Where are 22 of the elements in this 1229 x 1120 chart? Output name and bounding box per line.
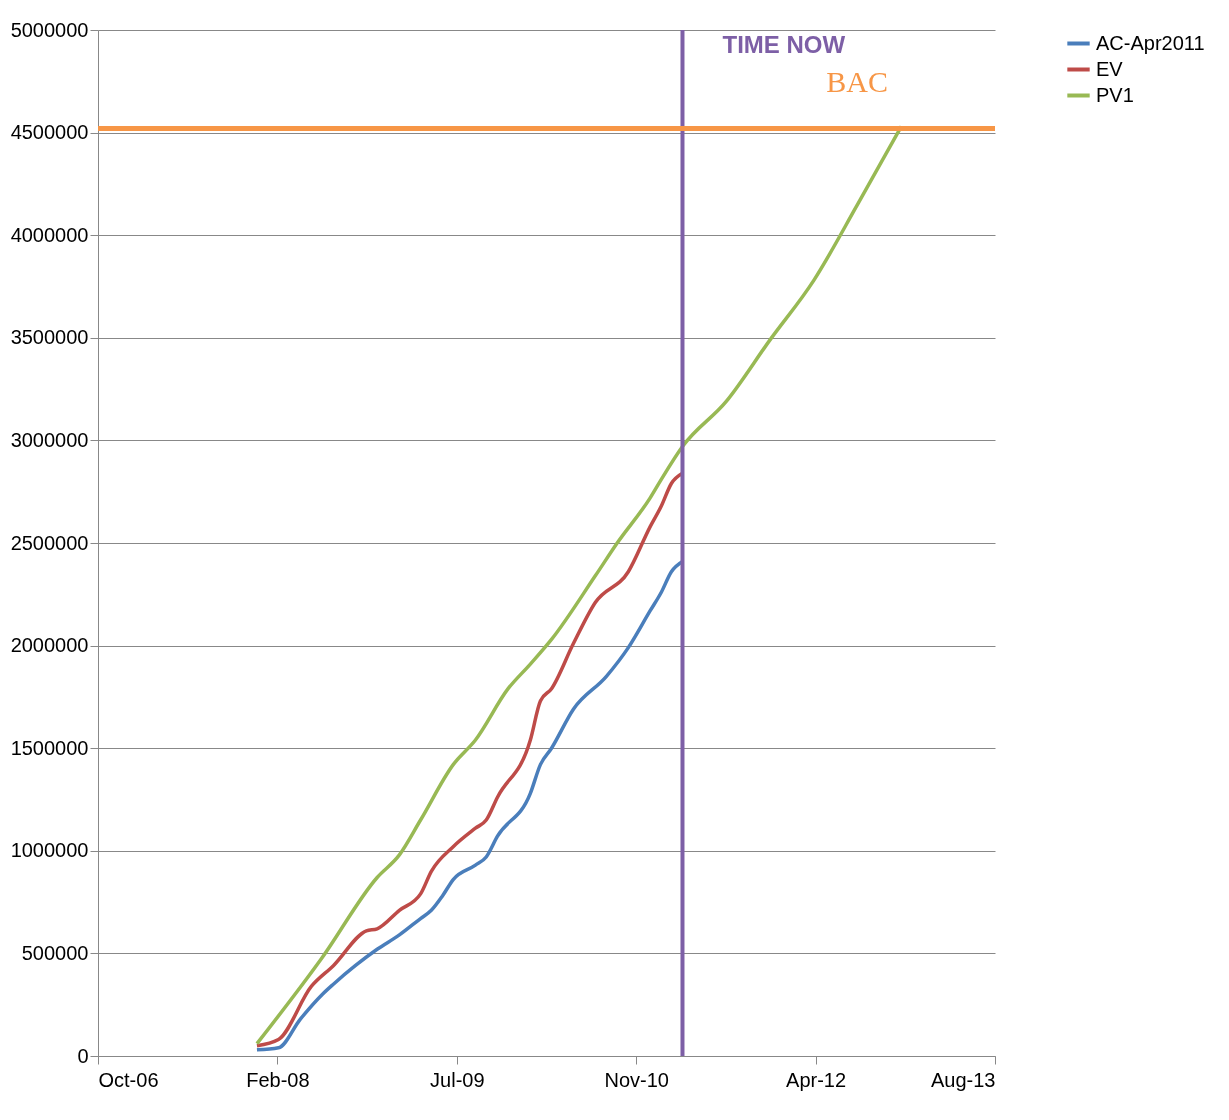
x-tick-label: Oct-06 bbox=[98, 1068, 159, 1091]
x-tick-label: Jul-09 bbox=[430, 1068, 485, 1091]
legend-label: AC-Apr2011 bbox=[1096, 31, 1205, 54]
ref-line-label: TIME NOW bbox=[722, 31, 846, 58]
x-tick-label: Apr-12 bbox=[786, 1068, 847, 1091]
y-tick-label: 3500000 bbox=[10, 326, 89, 349]
legend-label: PV1 bbox=[1096, 83, 1134, 106]
y-tick-label: 4000000 bbox=[10, 223, 89, 246]
y-tick-label: 1500000 bbox=[10, 736, 89, 759]
y-tick-label: 5000000 bbox=[10, 18, 89, 41]
y-tick-label: 2500000 bbox=[10, 531, 89, 554]
legend-label: EV bbox=[1096, 57, 1124, 80]
y-tick-label: 500000 bbox=[21, 941, 89, 964]
y-tick-label: 1000000 bbox=[10, 839, 89, 862]
y-tick-label: 3000000 bbox=[10, 428, 89, 451]
x-tick-label: Aug-13 bbox=[931, 1068, 996, 1091]
x-tick-label: Feb-08 bbox=[246, 1068, 310, 1091]
y-tick-label: 2000000 bbox=[10, 634, 89, 657]
y-tick-label: 0 bbox=[77, 1044, 89, 1067]
x-tick-label: Nov-10 bbox=[604, 1068, 669, 1091]
y-tick-label: 4500000 bbox=[10, 121, 89, 144]
ref-line-label: BAC bbox=[826, 65, 888, 99]
